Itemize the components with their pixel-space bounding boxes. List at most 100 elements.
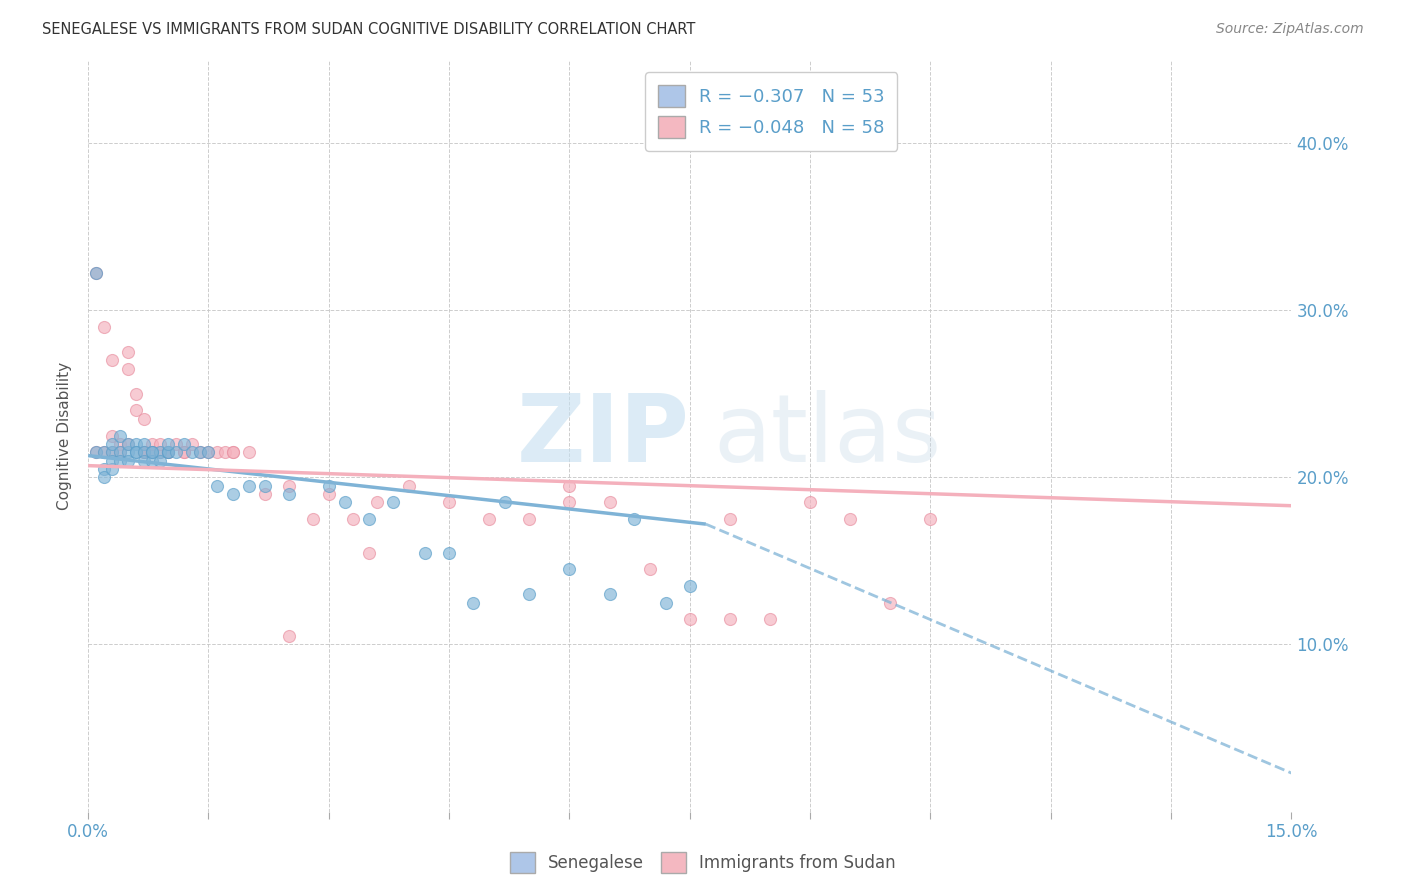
- Point: [205, 478, 228, 492]
- Point: [134, 445, 156, 459]
- Point: [125, 403, 148, 417]
- Text: Source: ZipAtlas.com: Source: ZipAtlas.com: [1216, 22, 1364, 37]
- Point: [173, 445, 195, 459]
- Point: [558, 562, 581, 576]
- Point: [366, 495, 388, 509]
- Point: [190, 445, 212, 459]
- Point: [157, 445, 180, 459]
- Point: [141, 445, 163, 459]
- Point: [101, 445, 124, 459]
- Point: [398, 478, 420, 492]
- Point: [205, 445, 228, 459]
- Point: [197, 445, 219, 459]
- Point: [173, 445, 195, 459]
- Point: [277, 478, 299, 492]
- Point: [920, 512, 942, 526]
- Point: [718, 612, 741, 626]
- Point: [141, 445, 163, 459]
- Point: [165, 437, 187, 451]
- Point: [117, 445, 139, 459]
- Point: [101, 353, 124, 368]
- Point: [478, 512, 501, 526]
- Point: [679, 612, 702, 626]
- Point: [599, 495, 621, 509]
- Point: [759, 612, 782, 626]
- Point: [149, 445, 172, 459]
- Point: [318, 478, 340, 492]
- Point: [221, 445, 243, 459]
- Point: [463, 596, 485, 610]
- Point: [149, 437, 172, 451]
- Point: [84, 267, 107, 281]
- Point: [238, 445, 260, 459]
- Point: [84, 445, 107, 459]
- Point: [342, 512, 364, 526]
- Legend: R = −0.307   N = 53, R = −0.048   N = 58: R = −0.307 N = 53, R = −0.048 N = 58: [645, 72, 897, 151]
- Point: [277, 487, 299, 501]
- Point: [718, 512, 741, 526]
- Point: [253, 487, 276, 501]
- Point: [638, 562, 661, 576]
- Point: [93, 320, 115, 334]
- Point: [679, 579, 702, 593]
- Point: [214, 445, 236, 459]
- Point: [879, 596, 901, 610]
- Point: [134, 453, 156, 467]
- Point: [125, 437, 148, 451]
- Point: [839, 512, 862, 526]
- Y-axis label: Cognitive Disability: Cognitive Disability: [58, 361, 72, 509]
- Point: [134, 412, 156, 426]
- Point: [149, 445, 172, 459]
- Point: [117, 437, 139, 451]
- Point: [382, 495, 405, 509]
- Point: [149, 453, 172, 467]
- Point: [125, 445, 148, 459]
- Point: [437, 545, 460, 559]
- Point: [654, 596, 676, 610]
- Point: [117, 437, 139, 451]
- Point: [301, 512, 323, 526]
- Point: [181, 445, 204, 459]
- Point: [110, 428, 132, 442]
- Point: [221, 445, 243, 459]
- Point: [110, 445, 132, 459]
- Point: [437, 495, 460, 509]
- Point: [101, 445, 124, 459]
- Point: [197, 445, 219, 459]
- Point: [101, 428, 124, 442]
- Point: [623, 512, 645, 526]
- Point: [173, 437, 195, 451]
- Point: [519, 587, 541, 601]
- Point: [357, 545, 380, 559]
- Point: [558, 495, 581, 509]
- Legend: Senegalese, Immigrants from Sudan: Senegalese, Immigrants from Sudan: [503, 846, 903, 880]
- Point: [357, 512, 380, 526]
- Point: [238, 478, 260, 492]
- Point: [110, 437, 132, 451]
- Point: [125, 386, 148, 401]
- Point: [117, 345, 139, 359]
- Point: [141, 437, 163, 451]
- Point: [181, 437, 204, 451]
- Point: [93, 445, 115, 459]
- Point: [117, 361, 139, 376]
- Point: [101, 453, 124, 467]
- Point: [558, 478, 581, 492]
- Point: [157, 445, 180, 459]
- Text: ZIP: ZIP: [517, 390, 690, 482]
- Point: [134, 445, 156, 459]
- Point: [190, 445, 212, 459]
- Point: [141, 445, 163, 459]
- Point: [165, 445, 187, 459]
- Point: [117, 453, 139, 467]
- Point: [253, 478, 276, 492]
- Point: [157, 437, 180, 451]
- Point: [599, 587, 621, 601]
- Point: [277, 629, 299, 643]
- Point: [799, 495, 821, 509]
- Point: [84, 267, 107, 281]
- Text: atlas: atlas: [714, 390, 942, 482]
- Point: [333, 495, 356, 509]
- Point: [134, 445, 156, 459]
- Point: [101, 437, 124, 451]
